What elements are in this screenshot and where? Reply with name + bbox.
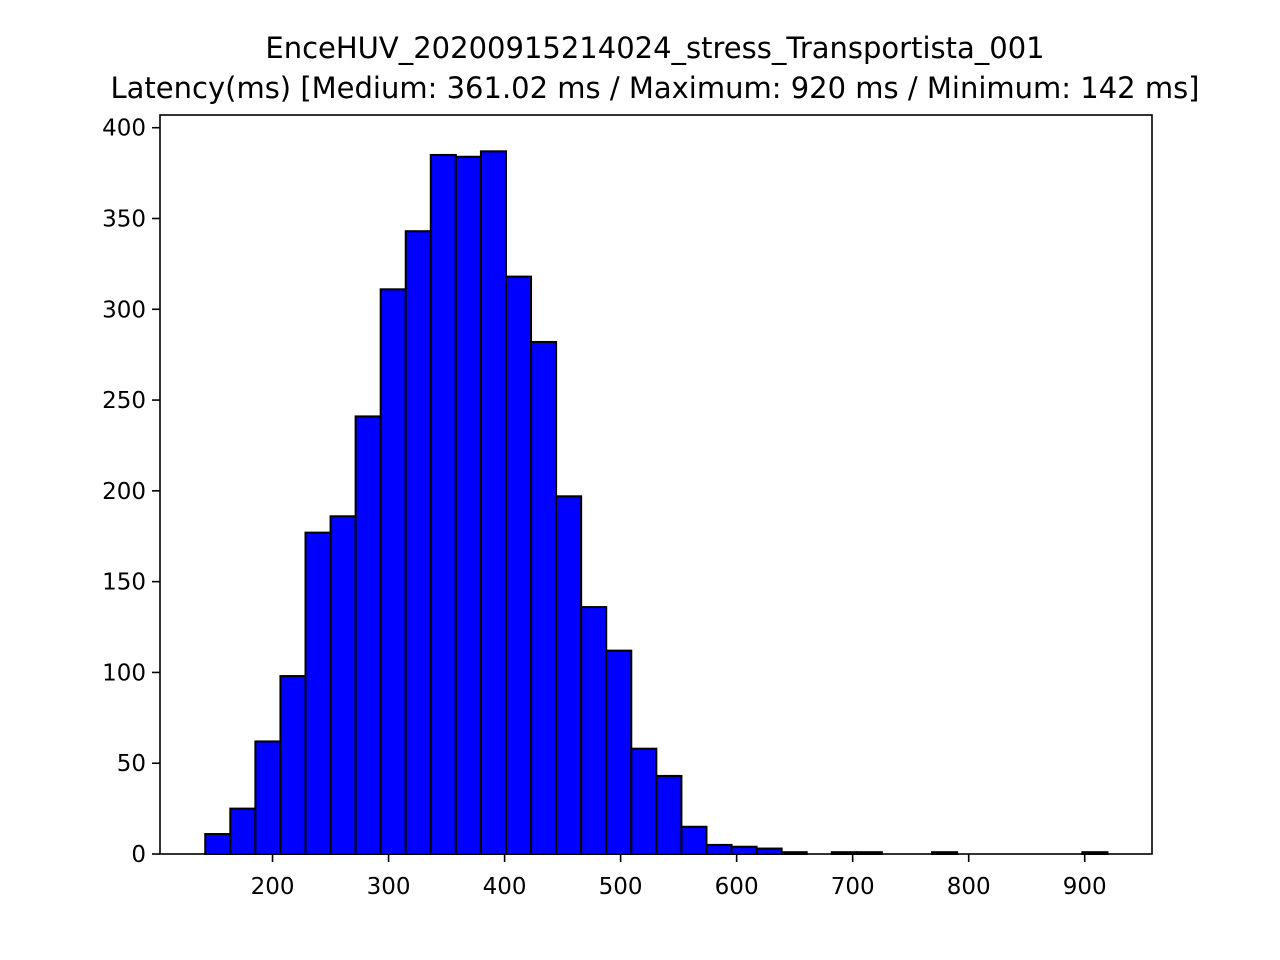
histogram-bar [229, 807, 257, 855]
histogram-bar [429, 153, 457, 856]
x-tick-label: 300 [367, 874, 411, 900]
histogram-bar [555, 495, 583, 855]
y-tick-label: 400 [102, 116, 146, 142]
y-tick-label: 300 [102, 297, 146, 323]
x-tick-label: 600 [715, 874, 759, 900]
histogram-bar [755, 847, 783, 855]
histogram-bar [730, 845, 758, 856]
bars-group [204, 150, 1109, 856]
y-tick-label: 250 [102, 388, 146, 414]
y-tick-label: 200 [102, 479, 146, 505]
histogram-bar [379, 288, 407, 855]
x-tick-label: 900 [1063, 874, 1107, 900]
y-tick-label: 100 [102, 660, 146, 686]
x-axis-ticks: 200 300 400 500 600 700 800 900 [251, 854, 1107, 900]
y-tick-label: 150 [102, 570, 146, 596]
histogram-bar [304, 531, 332, 855]
histogram-bar [354, 415, 382, 855]
histogram-bar [454, 155, 482, 856]
histogram-bar [655, 774, 683, 855]
y-tick-label: 0 [131, 842, 146, 868]
histogram-bar [329, 515, 357, 856]
y-axis-ticks: 0 50 100 150 200 250 300 350 400 [102, 116, 160, 868]
histogram-bar [580, 606, 608, 855]
histogram-bar [279, 675, 307, 855]
x-tick-label: 700 [831, 874, 875, 900]
histogram-bar [530, 340, 558, 856]
x-tick-label: 800 [947, 874, 991, 900]
histogram-bar [705, 843, 733, 856]
chart-subtitle: Latency(ms) [Medium: 361.02 ms / Maximum… [111, 71, 1200, 105]
histogram-bar [630, 747, 658, 856]
x-tick-label: 500 [599, 874, 643, 900]
histogram-bar [504, 275, 533, 856]
histogram-bar [204, 833, 232, 856]
y-tick-label: 50 [117, 751, 146, 777]
plot-frame [159, 114, 1153, 855]
histogram-bar [479, 150, 507, 855]
histogram-bar [605, 649, 633, 855]
y-tick-label: 350 [102, 206, 146, 232]
histogram-bar [254, 740, 282, 855]
histogram-bar [404, 230, 432, 856]
x-tick-label: 200 [251, 874, 295, 900]
histogram-bar [680, 825, 708, 855]
x-tick-label: 400 [483, 874, 527, 900]
chart-title: EnceHUV_20200915214024_stress_Transporti… [265, 31, 1044, 65]
